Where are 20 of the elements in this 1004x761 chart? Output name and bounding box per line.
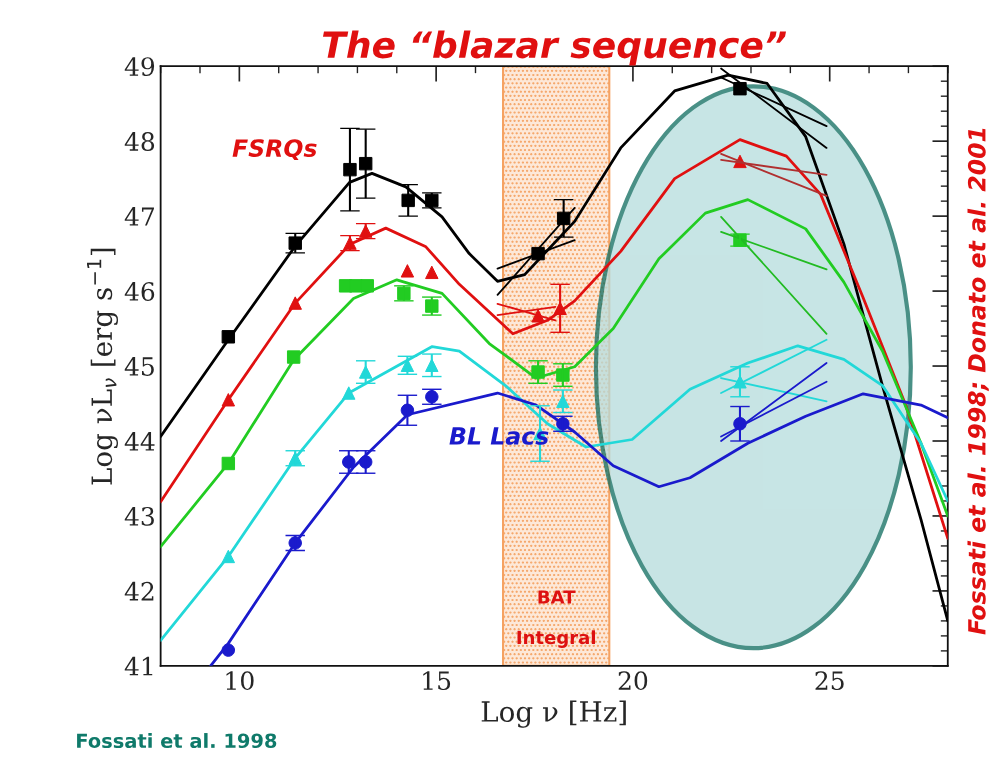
text: Fossati et al. 1998; Donato et al. 2001 (967, 128, 989, 635)
y-tick-label: 48 (124, 132, 155, 152)
y-tick-label: 46 (124, 282, 155, 301)
text: Fossati et al. 1998 (77, 733, 277, 749)
y-tick-label: 45 (124, 356, 154, 376)
x-tick-label: 10 (226, 671, 254, 691)
chart-title: The “blazar sequence” (322, 30, 786, 66)
annotation: FSRQs (232, 139, 317, 161)
y-tick-label: 43 (124, 506, 154, 526)
x-axis-title: Log ν [Hz] (481, 700, 626, 728)
y-axis-title: Log νL$_{ν}$ [erg s$^{−1}$] (87, 248, 118, 485)
y-tick-label: 44 (124, 431, 155, 451)
x-tick-label: 25 (815, 671, 844, 691)
y-tick-label: 41 (124, 656, 153, 676)
y-tick-label: 47 (124, 207, 154, 226)
text: BAT Integral (517, 590, 595, 648)
x-tick-label: 20 (618, 671, 648, 691)
y-tick-label: 42 (124, 581, 154, 601)
x-tick-label: 15 (423, 671, 451, 691)
y-tick-label: 49 (124, 57, 155, 77)
